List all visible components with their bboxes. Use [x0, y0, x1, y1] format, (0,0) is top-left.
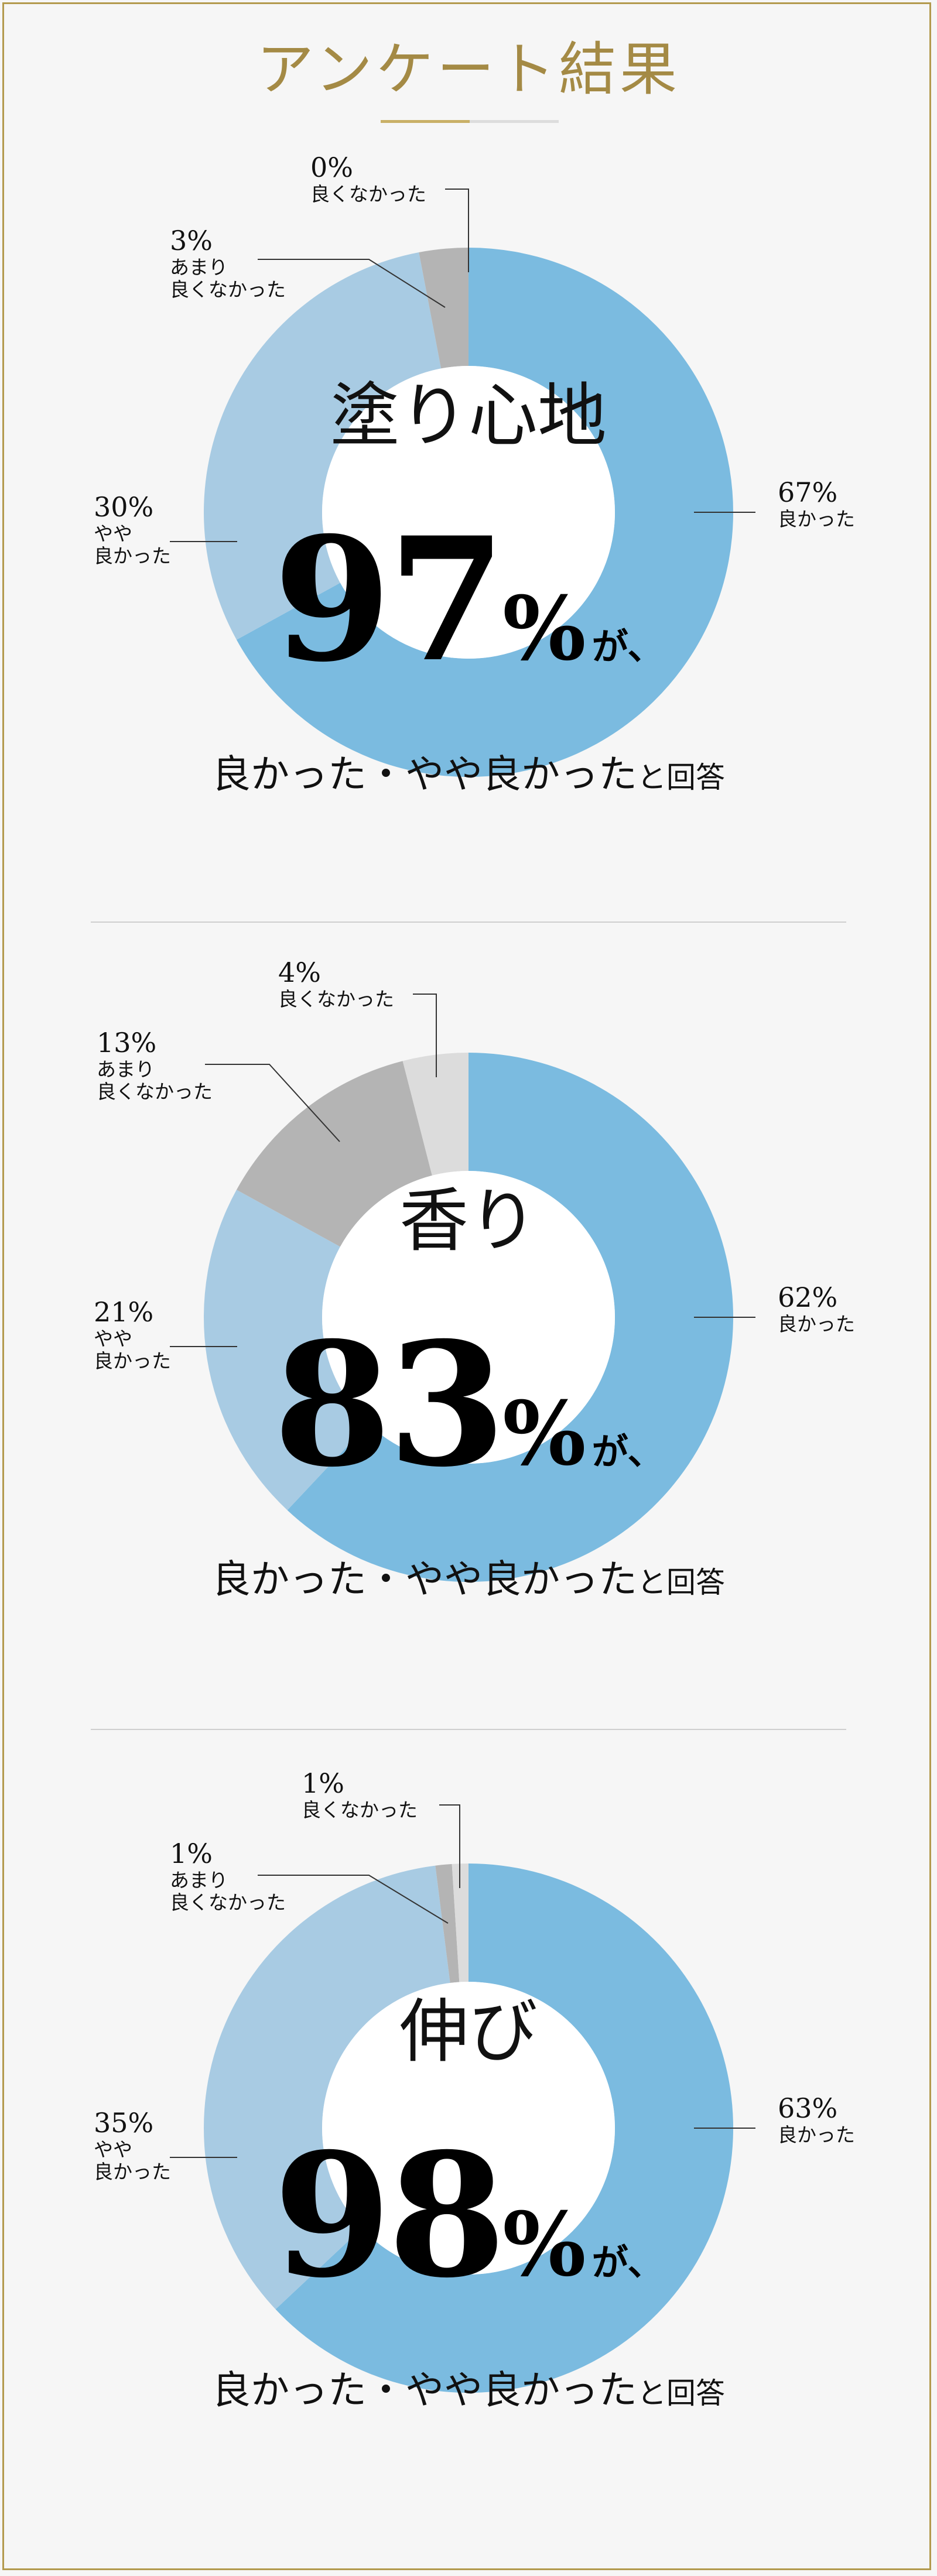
answer-suffix: と回答 — [637, 2376, 725, 2410]
slice-percent: 1% — [170, 1838, 213, 1869]
page-title: アンケート結果 — [256, 36, 681, 103]
slice-label: 3% あまり 良くなかった — [170, 225, 286, 301]
chart-section-coating-feel: 塗り心地 97% が、 良かった・やや良かったと回答 67% 良かった 30% やや 良か… — [0, 0, 937, 808]
slice-label: 30% やや 良かった — [94, 492, 171, 567]
chart-center-label: 塗り心地 — [330, 375, 607, 456]
slice-not-very-good — [236, 1061, 432, 1247]
slice-label: 63% 良かった — [778, 2093, 855, 2146]
slice-category: 良かった — [778, 507, 855, 530]
headline-unit: % — [502, 577, 586, 680]
section-divider — [91, 1729, 846, 1730]
slice-percent: 4% — [278, 957, 321, 988]
slice-label: 0% 良くなかった — [310, 152, 426, 205]
headline-percentage: 97% が、 — [0, 515, 937, 685]
slice-category: やや — [94, 2137, 132, 2161]
slice-label: 35% やや 良かった — [94, 2108, 171, 2183]
answer-caption: 良かった・やや良かったと回答 — [0, 1560, 937, 1599]
slice-good — [236, 248, 733, 777]
slice-percent: 13% — [97, 1027, 157, 1059]
leader-line — [439, 1804, 460, 1888]
slice-category: あまり — [170, 1868, 228, 1892]
headline-percentage: 83% が、 — [0, 1320, 937, 1490]
slice-category: やや — [94, 1327, 132, 1350]
slice-percent: 30% — [94, 491, 154, 523]
answer-caption: 良かった・やや良かったと回答 — [0, 2371, 937, 2410]
slice-percent: 35% — [94, 2107, 154, 2139]
slice-bad — [452, 1864, 468, 1982]
slice-bad — [402, 1053, 468, 1176]
section-divider — [91, 922, 846, 923]
slice-label: 62% 良かった — [778, 1282, 855, 1335]
chart-section-fragrance: 香り 83% が、 良かった・やや良かったと回答 62% 良かった 21% やや 良かった… — [0, 805, 937, 1613]
slice-category: あまり — [97, 1057, 155, 1081]
headline-number: 98 — [273, 2116, 507, 2315]
slice-percent: 63% — [778, 2092, 838, 2124]
slice-category: 良くなかった — [278, 987, 394, 1010]
donut-hole — [322, 1171, 615, 1464]
answer-caption: 良かった・やや良かったと回答 — [0, 755, 937, 794]
headline-particle: が、 — [591, 1430, 664, 1473]
donut-hole — [322, 1982, 615, 2274]
title-underline — [381, 120, 559, 123]
slice-label: 13% あまり 良くなかった — [97, 1027, 213, 1103]
answer-suffix: と回答 — [637, 1566, 725, 1599]
chart-center-label: 香り — [399, 1180, 538, 1261]
slice-percent: 0% — [310, 152, 353, 183]
answer-suffix: と回答 — [637, 761, 725, 794]
slice-category: 良くなかった — [170, 1890, 286, 1914]
leader-line — [258, 1875, 449, 1924]
slice-category: やや — [94, 522, 132, 545]
slice-category: 良くなかった — [310, 182, 426, 205]
headline-particle: が、 — [591, 625, 664, 668]
headline-unit: % — [502, 2193, 586, 2296]
slice-category: 良くなかった — [97, 1080, 213, 1103]
leader-line — [413, 994, 437, 1077]
slice-label: 1% 良くなかった — [302, 1768, 418, 1821]
slice-category: 良かった — [94, 1349, 171, 1372]
title-underline-accent — [381, 120, 470, 123]
headline-particle: が、 — [591, 2241, 664, 2284]
chart-section-spreadability: 伸び 98% が、 良かった・やや良かったと回答 63% 良かった 35% やや 良かった… — [0, 1616, 937, 2424]
slice-label: 1% あまり 良くなかった — [170, 1838, 286, 1914]
leader-line — [258, 259, 446, 308]
slice-good — [287, 1053, 734, 1582]
answer-text: 良かった・やや良かった — [212, 752, 637, 797]
leader-line — [205, 1064, 340, 1142]
slice-percent: 1% — [302, 1767, 344, 1799]
slice-good — [275, 1864, 733, 2393]
donut-hole — [322, 366, 615, 659]
headline-number: 97 — [273, 501, 507, 700]
slice-category: 良くなかった — [170, 278, 286, 301]
slice-category: あまり — [170, 255, 228, 279]
headline-unit: % — [502, 1382, 586, 1485]
slice-percent: 21% — [94, 1296, 154, 1328]
slice-label: 4% 良くなかった — [278, 957, 394, 1010]
slice-somewhat-good — [204, 1865, 450, 2310]
slice-label: 21% やや 良かった — [94, 1297, 171, 1372]
slice-category: 良かった — [778, 2123, 855, 2146]
slice-percent: 62% — [778, 1282, 838, 1313]
slice-somewhat-good — [204, 252, 442, 640]
donut-chart — [170, 1804, 755, 2393]
donut-chart — [170, 189, 755, 777]
slice-category: 良かった — [94, 544, 171, 567]
leader-line — [445, 189, 469, 272]
answer-text: 良かった・やや良かった — [212, 1557, 637, 1602]
slice-somewhat-good — [204, 1190, 368, 1510]
headline-number: 83 — [273, 1306, 507, 1505]
slice-label: 67% 良かった — [778, 477, 855, 530]
slice-category: 良くなかった — [302, 1798, 418, 1821]
slice-percent: 67% — [778, 477, 838, 508]
slice-category: 良かった — [778, 1312, 855, 1335]
slice-percent: 3% — [170, 225, 213, 256]
slice-not-very-good — [419, 248, 468, 369]
slice-category: 良かった — [94, 2160, 171, 2183]
chart-center-label: 伸び — [399, 1991, 538, 2072]
donut-chart — [170, 994, 755, 1582]
headline-percentage: 98% が、 — [0, 2131, 937, 2301]
answer-text: 良かった・やや良かった — [212, 2368, 637, 2413]
